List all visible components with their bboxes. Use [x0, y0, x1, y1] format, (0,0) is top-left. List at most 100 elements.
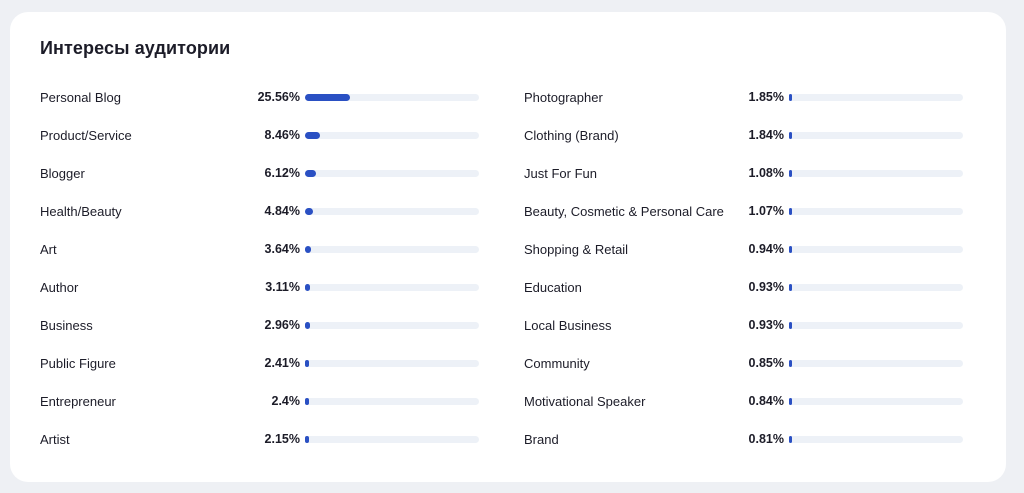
interest-label: Health/Beauty	[40, 204, 122, 219]
interest-label: Entrepreneur	[40, 394, 116, 409]
interest-percent: 1.85%	[748, 90, 784, 104]
interest-row: Business 2.96%	[40, 307, 490, 345]
interest-row: Community 0.85%	[524, 345, 974, 383]
progress-fill	[789, 132, 793, 139]
interest-row: Health/Beauty 4.84%	[40, 193, 490, 231]
interest-percent: 1.08%	[748, 166, 784, 180]
progress-fill	[305, 246, 312, 253]
progress-fill	[789, 398, 792, 405]
interest-percent: 2.41%	[264, 356, 300, 370]
progress-fill	[305, 360, 310, 367]
interest-label: Just For Fun	[524, 166, 597, 181]
interest-label: Author	[40, 280, 79, 295]
interest-row: Local Business 0.93%	[524, 307, 974, 345]
progress-fill	[305, 94, 350, 101]
interest-percent: 1.07%	[748, 204, 784, 218]
interest-percent: 8.46%	[264, 128, 300, 142]
progress-track	[305, 360, 479, 367]
progress-fill	[305, 322, 311, 329]
interest-row: Clothing (Brand) 1.84%	[524, 117, 974, 155]
interest-percent: 6.12%	[264, 166, 300, 180]
interest-label: Brand	[524, 432, 559, 447]
audience-interests-card: Интересы аудитории Personal Blog 25.56% Pr…	[10, 12, 1006, 482]
interests-list-left: Personal Blog 25.56% Product/Service 8.46% B…	[40, 79, 490, 459]
progress-track	[305, 246, 479, 253]
interest-row: Beauty, Cosmetic & Personal Care 1.07%	[524, 193, 974, 231]
progress-fill	[789, 94, 793, 101]
progress-track	[789, 322, 963, 329]
progress-fill	[305, 208, 314, 215]
progress-track	[789, 246, 963, 253]
progress-track	[789, 170, 963, 177]
interest-percent: 3.11%	[265, 280, 300, 294]
interests-list-right: Photographer 1.85% Clothing (Brand) 1.84% Ju…	[524, 79, 974, 459]
interest-percent: 0.81%	[748, 432, 784, 446]
progress-fill	[305, 398, 310, 405]
interest-percent: 0.94%	[748, 242, 784, 256]
interest-label: Business	[40, 318, 93, 333]
interest-label: Motivational Speaker	[524, 394, 646, 409]
progress-fill	[305, 284, 311, 291]
progress-track	[789, 208, 963, 215]
progress-fill	[789, 436, 792, 443]
interest-percent: 0.93%	[748, 318, 784, 332]
progress-fill	[789, 170, 792, 177]
progress-track	[305, 398, 479, 405]
progress-fill	[789, 208, 792, 215]
interest-row: Personal Blog 25.56%	[40, 79, 490, 117]
progress-fill	[305, 132, 320, 139]
interest-percent: 0.84%	[748, 394, 784, 408]
interest-row: Product/Service 8.46%	[40, 117, 490, 155]
progress-track	[305, 436, 479, 443]
progress-fill	[789, 284, 792, 291]
progress-fill	[789, 246, 792, 253]
progress-track	[305, 322, 479, 329]
interest-label: Community	[524, 356, 590, 371]
interest-label: Artist	[40, 432, 70, 447]
interest-row: Shopping & Retail 0.94%	[524, 231, 974, 269]
interest-row: Author 3.11%	[40, 269, 490, 307]
interest-label: Blogger	[40, 166, 85, 181]
card-title: Интересы аудитории	[40, 38, 231, 58]
progress-track	[789, 398, 963, 405]
interest-row: Public Figure 2.41%	[40, 345, 490, 383]
interest-row: Brand 0.81%	[524, 421, 974, 459]
progress-fill	[789, 322, 792, 329]
progress-track	[789, 436, 963, 443]
progress-track	[305, 132, 479, 139]
interest-row: Art 3.64%	[40, 231, 490, 269]
interest-percent: 0.85%	[748, 356, 784, 370]
interest-label: Beauty, Cosmetic & Personal Care	[524, 204, 724, 219]
interest-row: Blogger 6.12%	[40, 155, 490, 193]
interest-percent: 25.56%	[257, 90, 300, 104]
interest-percent: 1.84%	[748, 128, 784, 142]
interest-row: Just For Fun 1.08%	[524, 155, 974, 193]
progress-track	[789, 360, 963, 367]
progress-track	[789, 94, 963, 101]
progress-track	[305, 284, 479, 291]
interest-percent: 2.96%	[264, 318, 300, 332]
interest-label: Clothing (Brand)	[524, 128, 619, 143]
progress-track	[789, 284, 963, 291]
interest-row: Entrepreneur 2.4%	[40, 383, 490, 421]
progress-fill	[305, 170, 316, 177]
interest-label: Local Business	[524, 318, 612, 333]
interest-label: Product/Service	[40, 128, 132, 143]
interest-label: Public Figure	[40, 356, 116, 371]
interest-row: Photographer 1.85%	[524, 79, 974, 117]
interest-label: Photographer	[524, 90, 603, 105]
interest-row: Motivational Speaker 0.84%	[524, 383, 974, 421]
interest-percent: 0.93%	[748, 280, 784, 294]
interest-label: Personal Blog	[40, 90, 121, 105]
progress-track	[305, 170, 479, 177]
progress-track	[305, 208, 479, 215]
interest-label: Art	[40, 242, 57, 257]
interest-row: Artist 2.15%	[40, 421, 490, 459]
progress-fill	[305, 436, 309, 443]
interest-percent: 2.15%	[264, 432, 300, 446]
progress-fill	[789, 360, 792, 367]
interest-row: Education 0.93%	[524, 269, 974, 307]
interest-percent: 3.64%	[264, 242, 300, 256]
interest-label: Shopping & Retail	[524, 242, 629, 257]
interest-percent: 4.84%	[264, 204, 300, 218]
